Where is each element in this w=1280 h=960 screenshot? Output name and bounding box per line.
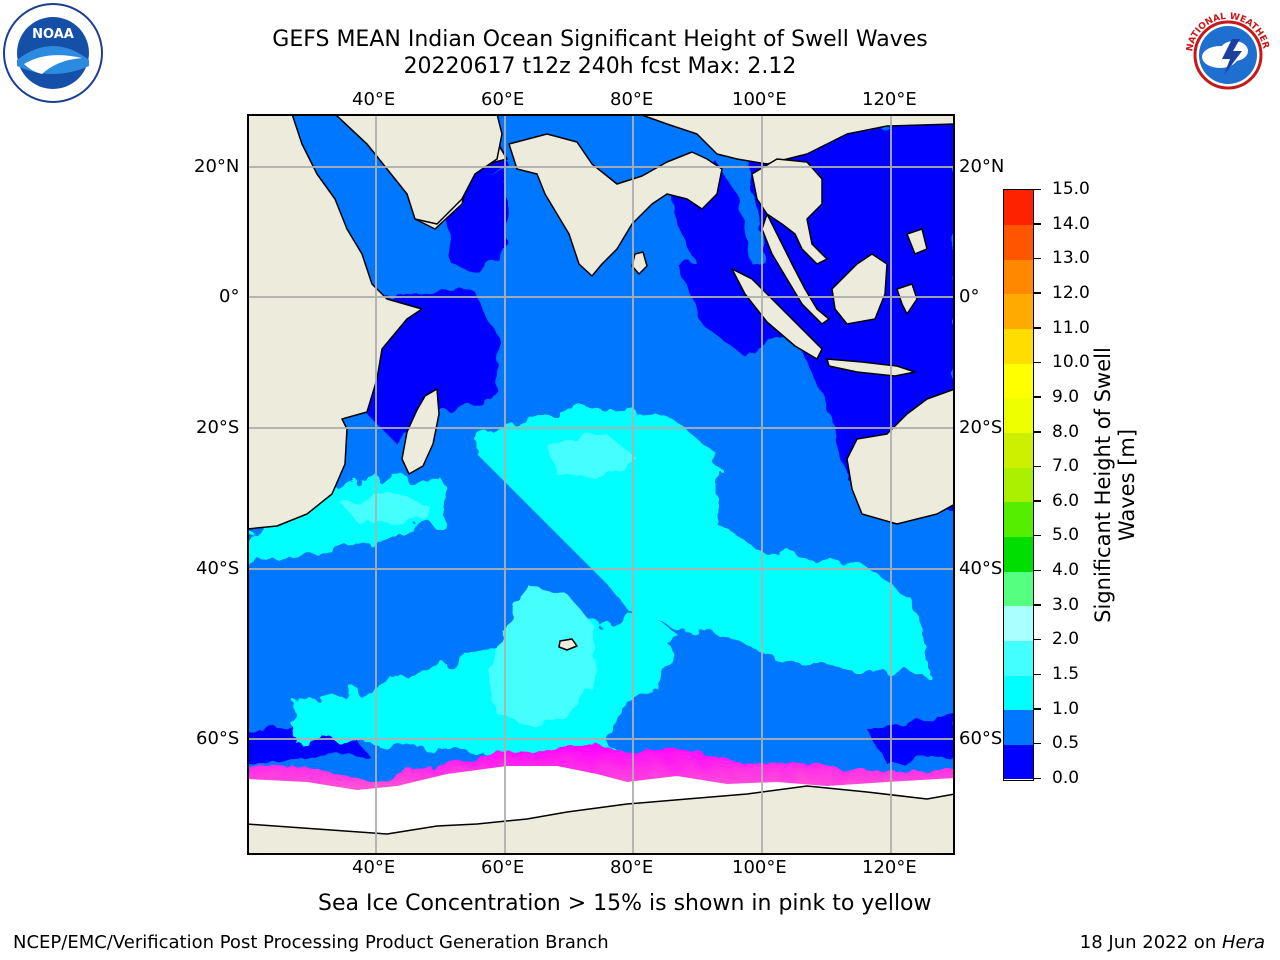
lat-label-left-0: 0°	[219, 286, 240, 307]
colorbar-tick-label: 3.0	[1052, 594, 1080, 615]
colorbar-tick-mark	[1034, 327, 1041, 329]
colorbar-segment	[1004, 293, 1033, 330]
colorbar-segment	[1004, 190, 1033, 226]
colorbar-segment	[1004, 744, 1033, 780]
colorbar-tick-mark	[1034, 742, 1041, 745]
lon-label-top-80e: 80°E	[610, 89, 654, 110]
colorbar-tick-label: 6.0	[1052, 490, 1080, 511]
colorbar-tick-mark	[1034, 534, 1041, 537]
colorbar-tick-label: 5.0	[1052, 525, 1080, 546]
colorbar-tick-label: 9.0	[1052, 386, 1080, 407]
colorbar-tick-label: 1.5	[1052, 664, 1080, 685]
lat-label-left-20s: 20°S	[196, 417, 240, 438]
lon-label-bottom-40e: 40°E	[352, 857, 396, 878]
land-masses	[246, 113, 956, 856]
lon-label-bottom-120e: 120°E	[862, 857, 917, 878]
noaa-logo: NOAA	[2, 2, 104, 104]
footer-date: 18 Jun 2022 on	[1079, 932, 1222, 953]
colorbar-tick-label: 11.0	[1052, 317, 1090, 338]
colorbar-tick-label: 13.0	[1052, 248, 1090, 269]
colorbar	[1003, 189, 1034, 781]
map-panel	[246, 113, 956, 856]
colorbar-tick-mark	[1034, 257, 1041, 260]
colorbar-segment	[1004, 259, 1033, 295]
lat-label-left-40s: 40°S	[196, 558, 240, 579]
lon-label-bottom-100e: 100°E	[732, 857, 787, 878]
lon-label-top-100e: 100°E	[732, 89, 787, 110]
colorbar-tick-mark	[1034, 604, 1041, 606]
colorbar-segment	[1004, 675, 1033, 711]
lat-label-right-0: 0°	[959, 286, 980, 307]
colorbar-segment	[1004, 467, 1033, 503]
colorbar-tick-label: 2.0	[1052, 629, 1080, 650]
colorbar-tick-mark	[1034, 223, 1041, 225]
colorbar-segment	[1004, 571, 1033, 607]
colorbar-title-line1: Significant Height of Swell	[1091, 347, 1115, 623]
colorbar-tick-label: 0.5	[1052, 733, 1080, 754]
colorbar-segment	[1004, 536, 1033, 572]
lon-label-top-60e: 60°E	[481, 89, 525, 110]
colorbar-segment	[1004, 397, 1033, 434]
lon-label-bottom-80e: 80°E	[610, 857, 654, 878]
colorbar-tick-mark	[1034, 188, 1041, 190]
colorbar-segment	[1004, 432, 1033, 468]
lat-label-right-20s: 20°S	[959, 417, 1003, 438]
lat-label-right-20n: 20°N	[959, 156, 1005, 177]
colorbar-tick-mark	[1034, 500, 1041, 502]
colorbar-tick-label: 7.0	[1052, 456, 1080, 477]
colorbar-title-line2: Waves [m]	[1115, 428, 1139, 542]
colorbar-segment	[1004, 501, 1033, 537]
colorbar-segment	[1004, 328, 1033, 364]
map-border	[247, 114, 955, 855]
colorbar-tick-label: 1.0	[1052, 698, 1080, 719]
lon-label-bottom-60e: 60°E	[481, 857, 525, 878]
lon-label-top-120e: 120°E	[862, 89, 917, 110]
nws-logo: NATIONAL WEATHER SERVICE	[1175, 0, 1278, 105]
chart-subtitle: 20220617 t12z 240h fcst Max: 2.12	[403, 54, 797, 79]
colorbar-segment	[1004, 709, 1033, 745]
footer-left: NCEP/EMC/Verification Post Processing Pr…	[13, 932, 609, 953]
colorbar-tick-mark	[1034, 673, 1041, 676]
footer-host: Hera	[1221, 932, 1265, 953]
colorbar-segment	[1004, 640, 1033, 676]
colorbar-tick-mark	[1034, 396, 1041, 398]
colorbar-ticks: 0.0 0.5 1.0 1.5 2.0 3.0 4.0 5.0 6.0 7.0 8.0 9.0 10.0…	[1034, 180, 1114, 787]
lon-label-top-40e: 40°E	[352, 89, 396, 110]
colorbar-tick-label: 14.0	[1052, 213, 1090, 234]
lat-label-left-60s: 60°S	[196, 728, 240, 749]
colorbar-tick-mark	[1034, 777, 1041, 779]
chart-title: GEFS MEAN Indian Ocean Significant Heigh…	[272, 27, 928, 52]
light-cyan-swell	[342, 434, 637, 729]
colorbar-title: Significant Height of Swell Waves [m]	[1091, 325, 1139, 645]
lat-label-right-60s: 60°S	[959, 728, 1003, 749]
graticule	[247, 114, 955, 855]
lat-label-right-40s: 40°S	[959, 558, 1003, 579]
colorbar-segment	[1004, 605, 1033, 641]
colorbar-tick-mark	[1034, 361, 1041, 364]
colorbar-segment	[1004, 224, 1033, 260]
noaa-logo-text: NOAA	[32, 27, 74, 42]
colorbar-tick-mark	[1034, 708, 1041, 710]
colorbar-tick-label: 10.0	[1052, 352, 1090, 373]
colorbar-tick-mark	[1034, 465, 1041, 468]
colorbar-tick-label: 0.0	[1052, 768, 1080, 788]
colorbar-tick-mark	[1034, 638, 1041, 641]
colorbar-segment	[1004, 363, 1033, 399]
colorbar-tick-mark	[1034, 431, 1041, 433]
colorbar-tick-mark	[1034, 569, 1041, 572]
colorbar-tick-label: 12.0	[1052, 282, 1090, 303]
colorbar-tick-label: 15.0	[1052, 179, 1090, 199]
footer-right: 18 Jun 2022 on Hera	[1080, 933, 1265, 953]
sea-ice-caption: Sea Ice Concentration > 15% is shown in …	[318, 891, 932, 916]
colorbar-tick-mark	[1034, 292, 1041, 294]
lat-label-left-20n: 20°N	[194, 156, 240, 177]
colorbar-tick-label: 4.0	[1052, 560, 1080, 581]
colorbar-tick-label: 8.0	[1052, 421, 1080, 442]
